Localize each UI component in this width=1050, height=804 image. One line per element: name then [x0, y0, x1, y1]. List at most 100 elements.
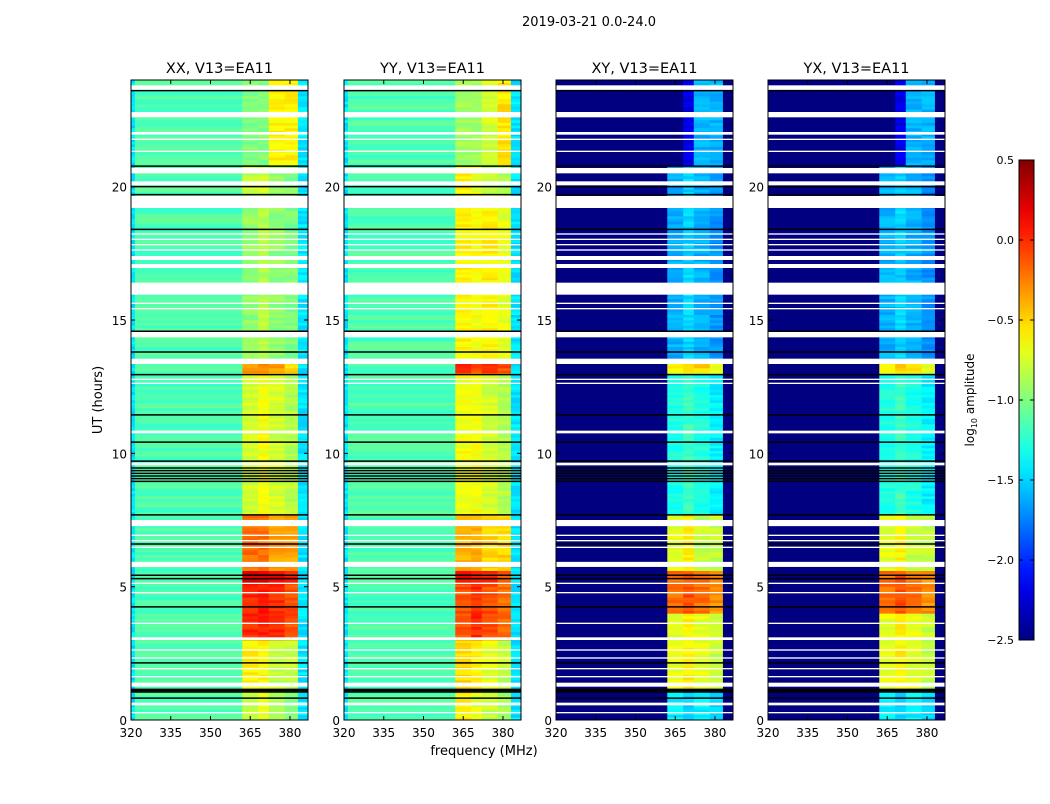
heatmap-cell — [242, 536, 258, 539]
heatmap-cell — [258, 99, 269, 102]
heatmap-cell — [498, 453, 512, 456]
heatmap-cell — [667, 640, 683, 643]
heatmap-cell — [498, 269, 512, 272]
heatmap-cell — [560, 528, 668, 531]
heatmap-cell — [135, 587, 243, 590]
heatmap-cell — [560, 571, 668, 574]
heatmap-cell — [694, 507, 710, 510]
heatmap-cell — [269, 509, 285, 512]
heatmap-cell — [694, 269, 710, 272]
heatmap-cell — [285, 235, 299, 238]
heatmap-cell — [258, 589, 269, 592]
heatmap-cell — [498, 600, 512, 603]
heatmap-cell — [269, 251, 285, 254]
heatmap-cell — [135, 715, 243, 718]
heatmap-cell — [269, 216, 285, 219]
heatmap-cell — [683, 491, 694, 494]
heatmap-cell — [471, 411, 482, 414]
heatmap-cell — [269, 339, 285, 342]
heatmap-cell — [344, 120, 348, 123]
heatmap-cell — [344, 640, 348, 643]
heatmap-cell — [269, 501, 285, 504]
heatmap-cell — [455, 568, 471, 571]
heatmap-cell — [455, 595, 471, 598]
heatmap-cell — [560, 395, 668, 398]
heatmap-cell — [135, 645, 243, 648]
heatmap-cell — [269, 437, 285, 440]
heatmap-cell — [511, 272, 521, 275]
heatmap-cell — [455, 552, 471, 555]
heatmap-cell — [242, 128, 258, 131]
heatmap-cell — [556, 619, 560, 622]
heatmap-cell — [455, 600, 471, 603]
heatmap-cell — [560, 608, 668, 611]
heatmap-cell — [298, 496, 308, 499]
heatmap-cell — [710, 368, 724, 371]
heatmap-cell — [723, 395, 733, 398]
heatmap-cell — [560, 629, 668, 632]
heatmap-cell — [694, 664, 710, 667]
heatmap-cell — [723, 296, 733, 299]
heatmap-cell — [667, 235, 683, 238]
heatmap-cell — [344, 403, 348, 406]
heatmap-cell — [511, 411, 521, 414]
heatmap-cell — [258, 261, 269, 264]
heatmap-cell — [482, 83, 498, 86]
heatmap-cell — [285, 99, 299, 102]
heatmap-cell — [683, 320, 694, 323]
heatmap-cell — [482, 517, 498, 520]
heatmap-cell — [683, 280, 694, 283]
heatmap-cell — [242, 640, 258, 643]
heatmap-cell — [667, 555, 683, 558]
heatmap-cell — [683, 312, 694, 315]
heatmap-cell — [135, 445, 243, 448]
heatmap-cell — [344, 253, 348, 256]
heatmap-cell — [285, 251, 299, 254]
heatmap-cell — [298, 368, 308, 371]
heatmap-cell — [258, 152, 269, 155]
heatmap-cell — [242, 437, 258, 440]
heatmap-cell — [560, 219, 668, 222]
heatmap-cell — [683, 485, 694, 488]
heatmap-cell — [285, 555, 299, 558]
heatmap-cell — [242, 507, 258, 510]
flagged-band — [131, 676, 308, 677]
heatmap-cell — [455, 157, 471, 160]
heatmap-cell — [455, 501, 471, 504]
heatmap-cell — [344, 387, 348, 390]
heatmap-cell — [710, 613, 724, 616]
heatmap-cell — [135, 600, 243, 603]
heatmap-cell — [455, 509, 471, 512]
heatmap-cell — [269, 403, 285, 406]
heatmap-cell — [258, 371, 269, 374]
heatmap-cell — [667, 552, 683, 555]
heatmap-cell — [285, 216, 299, 219]
heatmap-cell — [344, 483, 348, 486]
heatmap-cell — [135, 397, 243, 400]
heatmap-cell — [482, 99, 498, 102]
heatmap-cell — [560, 245, 668, 248]
heatmap-cell — [667, 509, 683, 512]
heatmap-cell — [269, 157, 285, 160]
heatmap-cell — [269, 320, 285, 323]
heatmap-cell — [131, 344, 135, 347]
heatmap-cell — [694, 400, 710, 403]
heatmap-cell — [131, 240, 135, 243]
heatmap-cell — [511, 669, 521, 672]
y-tick-label: 15 — [112, 314, 127, 328]
heatmap-cell — [269, 261, 285, 264]
heatmap-cell — [723, 435, 733, 438]
heatmap-cell — [471, 211, 482, 214]
heatmap-cell — [482, 509, 498, 512]
heatmap-cell — [710, 427, 724, 430]
heatmap-cell — [131, 323, 135, 326]
heatmap-cell — [710, 549, 724, 552]
heatmap-cell — [455, 173, 471, 176]
heatmap-cell — [135, 680, 243, 683]
heatmap-cell — [471, 219, 482, 222]
heatmap-cell — [471, 376, 482, 379]
heatmap-cell — [667, 584, 683, 587]
heatmap-cell — [723, 280, 733, 283]
heatmap-cell — [667, 616, 683, 619]
heatmap-cell — [344, 107, 348, 110]
